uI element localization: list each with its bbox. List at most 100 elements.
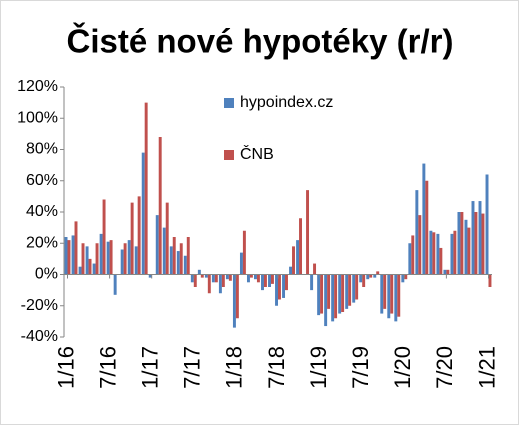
- bar: [261, 274, 264, 291]
- bar: [383, 274, 387, 309]
- y-tick-label: -40%: [21, 328, 58, 345]
- bar: [197, 269, 201, 275]
- bar: [282, 274, 286, 298]
- bar: [390, 274, 394, 314]
- bar: [278, 274, 281, 300]
- bar: [102, 199, 106, 275]
- y-tick-label: 0%: [35, 266, 58, 283]
- bar: [113, 274, 117, 295]
- bar: [327, 274, 331, 309]
- bar: [320, 274, 324, 314]
- bar: [246, 274, 250, 283]
- bar: [106, 241, 110, 275]
- x-tick-label: 7/19: [348, 346, 373, 389]
- bar: [158, 137, 162, 275]
- bar: [450, 233, 454, 275]
- bar: [345, 274, 349, 309]
- bar: [130, 202, 134, 275]
- bar: [165, 202, 169, 275]
- legend-label: hypoindex.cz: [240, 94, 333, 111]
- bar: [373, 274, 377, 278]
- bar: [249, 274, 253, 278]
- bar: [134, 246, 138, 275]
- bar: [404, 274, 408, 280]
- bar: [263, 274, 267, 287]
- bar: [169, 246, 173, 275]
- x-tick-label: 7/17: [180, 346, 205, 389]
- bar: [432, 232, 436, 275]
- bar: [313, 263, 317, 275]
- bar: [270, 274, 274, 284]
- bar: [478, 201, 482, 275]
- bar: [141, 152, 145, 275]
- bar: [204, 274, 208, 278]
- bar: [292, 246, 295, 275]
- bar: [418, 215, 422, 275]
- bar: [289, 266, 293, 275]
- bar: [92, 263, 96, 275]
- bar: [78, 266, 82, 275]
- bar: [436, 233, 440, 275]
- bar: [190, 274, 194, 283]
- bar: [214, 274, 218, 283]
- bar: [366, 274, 370, 280]
- bar: [408, 243, 412, 275]
- bar: [207, 274, 211, 294]
- bar: [239, 252, 243, 275]
- bar: [225, 274, 229, 280]
- bar: [467, 227, 471, 275]
- x-tick-label: 1/20: [390, 346, 415, 389]
- bar: [331, 274, 335, 322]
- y-tick-label: -20%: [21, 297, 58, 314]
- bar: [71, 235, 75, 275]
- chart-title: Čisté nové hypotéky (r/r): [67, 22, 454, 60]
- bar: [464, 219, 468, 275]
- bar: [394, 274, 398, 322]
- y-tick-label: 40%: [26, 203, 58, 220]
- bar: [376, 271, 380, 275]
- bar: [338, 274, 342, 314]
- bar: [74, 221, 78, 275]
- bar: [64, 237, 68, 275]
- bar: [415, 190, 419, 275]
- y-tick-label: 60%: [26, 172, 58, 189]
- bar: [352, 274, 356, 303]
- bar: [275, 274, 278, 306]
- bar: [429, 230, 433, 275]
- bar: [242, 230, 246, 275]
- legend-swatch: [224, 150, 234, 160]
- x-tick-label: 7/16: [95, 346, 120, 389]
- bar: [355, 274, 359, 300]
- bar: [453, 230, 457, 275]
- x-tick-label: 1/16: [53, 346, 78, 389]
- bar: [359, 274, 363, 283]
- bar: [200, 274, 204, 278]
- bar: [120, 249, 124, 275]
- bar: [123, 243, 127, 275]
- bar: [471, 201, 475, 275]
- bar: [488, 274, 492, 287]
- bar: [67, 240, 71, 275]
- bar: [81, 243, 85, 275]
- bar: [306, 190, 310, 275]
- bar: [109, 240, 113, 275]
- legend-swatch: [224, 98, 234, 108]
- bar: [211, 274, 215, 283]
- bar: [179, 243, 183, 275]
- y-tick-label: 20%: [26, 234, 58, 251]
- y-tick-label: 100%: [17, 109, 58, 126]
- bar: [348, 274, 352, 306]
- bar: [457, 212, 461, 275]
- bar: [193, 274, 197, 287]
- x-tick-label: 1/18: [222, 346, 247, 389]
- bar: [155, 215, 159, 275]
- x-tick-label: 1/19: [306, 346, 331, 389]
- bar: [460, 212, 464, 275]
- bar: [254, 274, 257, 280]
- bar: [183, 255, 187, 275]
- bar: [186, 237, 190, 275]
- bar: [256, 274, 260, 283]
- bar: [144, 102, 148, 275]
